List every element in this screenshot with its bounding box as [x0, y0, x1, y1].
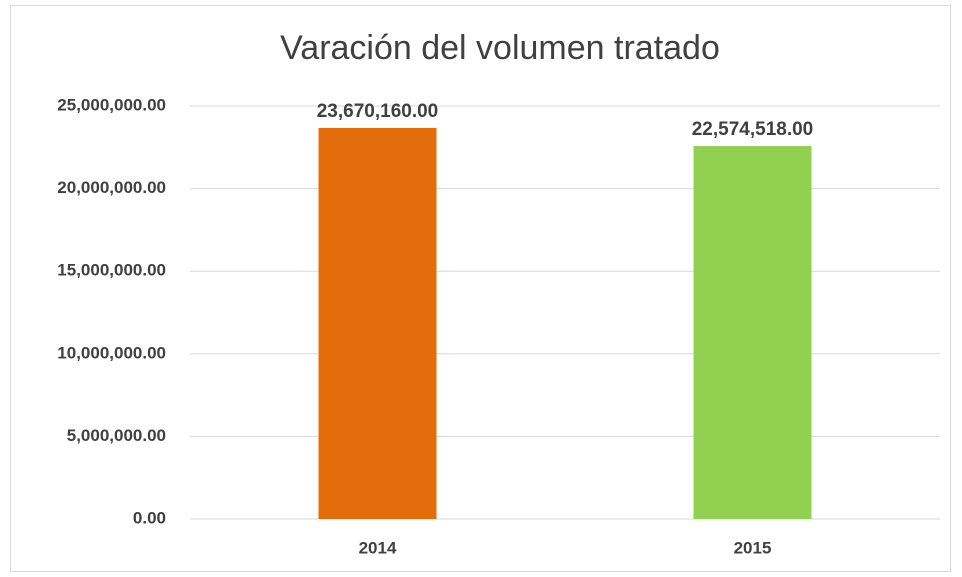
bar [318, 127, 437, 519]
bar [693, 146, 812, 519]
y-tick-label: 10,000,000.00 [57, 343, 166, 362]
y-tick-label: 5,000,000.00 [67, 426, 166, 445]
data-label: 22,574,518.00 [692, 119, 814, 140]
y-tick-label: 20,000,000.00 [57, 178, 166, 197]
x-tick-label: 2014 [359, 538, 397, 557]
y-tick-label: 0.00 [133, 508, 166, 527]
x-tick-label: 2015 [734, 538, 772, 557]
chart-title: Varación del volumen tratado [280, 29, 720, 67]
y-tick-label: 15,000,000.00 [57, 261, 166, 280]
y-tick-label: 25,000,000.00 [57, 95, 166, 114]
data-label: 23,670,160.00 [317, 101, 439, 122]
